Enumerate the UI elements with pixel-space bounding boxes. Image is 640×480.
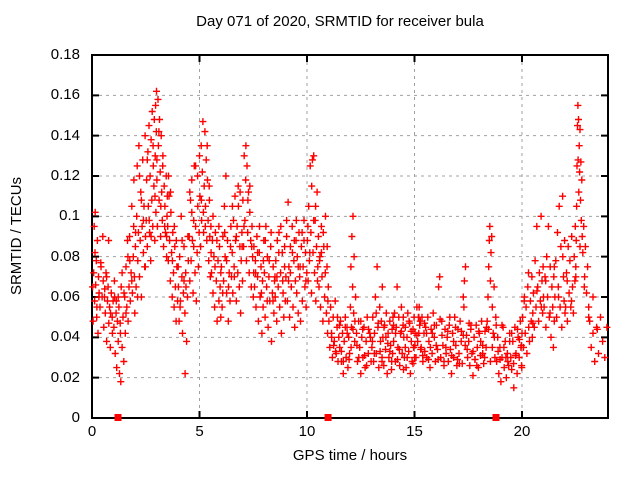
y-tick-label: 0.16 <box>50 86 80 104</box>
y-tick-label: 0.12 <box>50 167 80 184</box>
x-tick-label: 20 <box>513 423 531 440</box>
y-tick-label: 0.06 <box>50 288 80 305</box>
y-tick-label: 0.04 <box>50 328 80 346</box>
x-tick-label: 5 <box>195 423 204 440</box>
x-tick-label: 10 <box>298 423 316 440</box>
x-tick-label: 0 <box>87 423 97 440</box>
plot-border <box>91 54 609 419</box>
x-tick-label: 15 <box>406 423 423 440</box>
y-tick-label: 0.08 <box>50 247 80 265</box>
series-axis-flags-marker <box>324 414 332 421</box>
y-tick-label: 0.18 <box>50 46 80 63</box>
y-tick-label: 0.14 <box>50 126 80 144</box>
y-axis-label: SRMTID / TECUs <box>8 176 25 296</box>
y-tick-label: 0.02 <box>50 368 80 386</box>
series-srmtid <box>89 87 611 392</box>
y-tick-label: 0.1 <box>59 207 80 225</box>
y-tick-label: 0 <box>71 409 80 426</box>
x-axis-label: GPS time / hours <box>292 447 408 464</box>
series-axis-flags-marker <box>114 414 122 421</box>
series-axis-flags-marker <box>492 414 500 421</box>
chart-title: Day 071 of 2020, SRMTID for receiver bul… <box>196 13 484 30</box>
